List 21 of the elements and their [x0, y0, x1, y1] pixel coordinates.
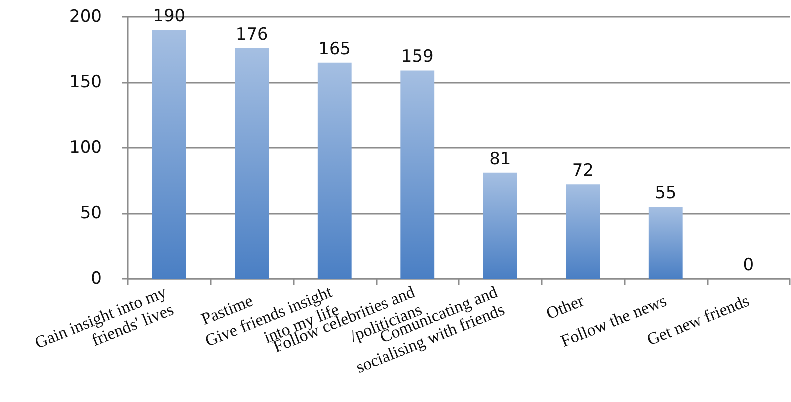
y-tick-label: 50: [80, 204, 102, 224]
y-tick-label: 200: [70, 7, 102, 27]
y-tick-label: 100: [70, 138, 102, 158]
data-label: 81: [490, 149, 512, 170]
bar: [566, 184, 600, 279]
data-label: 159: [401, 47, 434, 68]
y-tick-label: 0: [91, 269, 102, 289]
data-label: 0: [743, 256, 754, 276]
data-label: 165: [318, 39, 352, 60]
y-tick-label: 150: [70, 72, 102, 92]
data-label: 72: [572, 161, 594, 182]
bar: [152, 30, 186, 279]
bar: [483, 172, 518, 279]
bar: [648, 206, 683, 279]
data-label: 55: [655, 183, 677, 204]
bar: [318, 62, 352, 279]
bar: [400, 70, 435, 279]
bar: [235, 48, 270, 279]
data-label: 176: [236, 24, 268, 45]
x-tick-label: Other: [544, 291, 588, 324]
data-label: 190: [153, 6, 186, 27]
